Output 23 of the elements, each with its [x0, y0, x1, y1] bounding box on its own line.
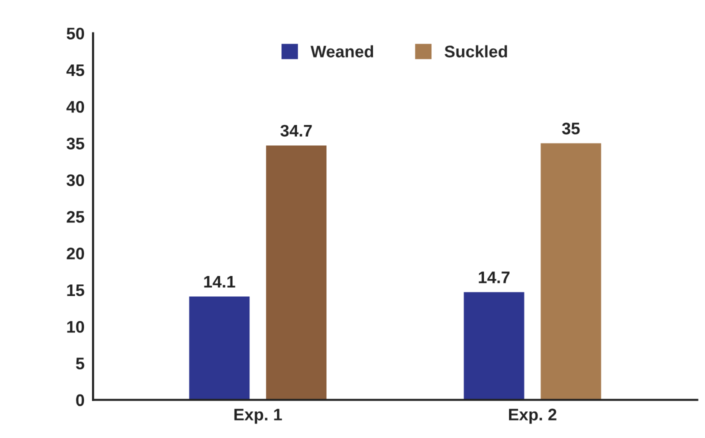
y-tick-label: 20	[66, 248, 84, 260]
legend-label: Suckled	[444, 45, 507, 58]
legend-label: Weaned	[310, 45, 374, 58]
y-tick-label: 0	[76, 394, 84, 406]
y-tick-label: 10	[67, 320, 84, 333]
data-label: 35	[562, 122, 580, 134]
bar	[266, 145, 326, 400]
y-tick-label: 15	[67, 284, 84, 296]
data-label: 14.1	[204, 276, 236, 288]
data-label: 14.7	[478, 272, 510, 284]
y-tick-label: 50	[66, 28, 84, 40]
x-tick-label: Exp. 1	[234, 408, 282, 424]
bar	[540, 143, 602, 400]
y-tick-label: 5	[76, 358, 84, 370]
y-tick-label: 25	[66, 210, 84, 223]
y-tick-label: 35	[66, 138, 84, 150]
bar	[189, 296, 250, 400]
x-tick-label: Exp. 2	[509, 408, 556, 424]
y-tick-label: 30	[66, 174, 84, 186]
y-tick-label: 40	[66, 101, 84, 113]
bar	[464, 292, 524, 400]
data-label: 34.7	[280, 124, 312, 137]
y-tick-label: 45	[66, 64, 84, 76]
